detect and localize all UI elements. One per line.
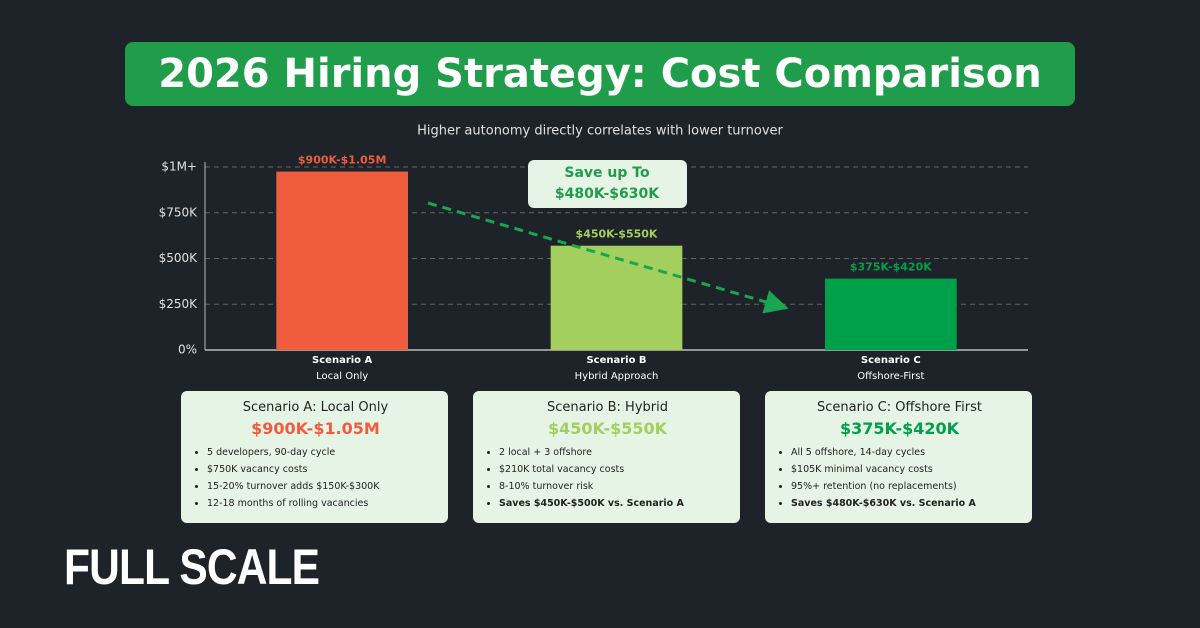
card-price: $375K-$420K	[839, 419, 960, 438]
scenario-card: Scenario A: Local Only $900K-$1.05M 5 deve…	[181, 391, 448, 523]
card-bullet: 5 developers, 90-day cycle	[207, 444, 438, 461]
card-price: $900K-$1.05M	[251, 419, 380, 438]
card-bullet: 15-20% turnover adds $150K-$300K	[207, 478, 438, 495]
y-tick-label: $500K	[159, 251, 199, 265]
card-bullet: $750K vacancy costs	[207, 461, 438, 478]
card-title: Scenario A: Local Only	[242, 400, 389, 415]
x-tick-label: Scenario A	[312, 355, 372, 366]
value-label: $375K-$420K	[850, 261, 932, 274]
y-tick-label: 0%	[178, 343, 197, 357]
bar	[824, 278, 957, 350]
annotation-box	[528, 160, 687, 208]
card-bullet: 95%+ retention (no replacements)	[791, 478, 1022, 495]
card-title: Scenario C: Offshore First	[817, 400, 982, 415]
card-bullet: All 5 offshore, 14-day cycles	[791, 444, 1022, 461]
x-tick-note: Offshore-First	[857, 371, 924, 382]
scenario-card: Scenario B: Hybrid $450K-$550K 2 local + 3…	[473, 391, 740, 523]
x-tick-note: Local Only	[316, 371, 368, 382]
y-tick-label: $1M+	[161, 160, 197, 174]
y-tick-label: $250K	[159, 297, 199, 311]
bar	[276, 171, 409, 350]
card-bullets: 5 developers, 90-day cycle$750K vacancy …	[193, 444, 438, 512]
card-bullet: Saves $450K-$500K vs. Scenario A	[499, 495, 730, 512]
card-bullet: 8-10% turnover risk	[499, 478, 730, 495]
card-bullet: $105K minimal vacancy costs	[791, 461, 1022, 478]
trend-arrow	[427, 201, 789, 314]
plot: 0% $250K $500K $750K $1M+ Scenario A Local Onl…	[159, 154, 1028, 382]
chart-subtitle: Higher autonomy directly correlates with…	[417, 124, 783, 139]
card-bullet: Saves $480K-$630K vs. Scenario A	[791, 495, 1022, 512]
scenario-card: Scenario C: Offshore First $375K-$420K All…	[765, 391, 1032, 523]
bar	[550, 245, 683, 350]
y-tick-label: $750K	[159, 205, 199, 219]
card-bullets: 2 local + 3 offshore$210K total vacancy …	[485, 444, 730, 512]
card-bullets: All 5 offshore, 14-day cycles$105K minim…	[777, 444, 1022, 512]
x-tick-label: Scenario C	[861, 355, 921, 366]
logo: FULL SCALE	[64, 539, 320, 595]
x-tick-label: Scenario B	[586, 355, 646, 366]
x-tick-note: Hybrid Approach	[575, 371, 659, 382]
card-price: $450K-$550K	[547, 419, 668, 438]
annotation-line: $480K-$630K	[555, 186, 660, 202]
card-bullet: 12-18 months of rolling vacancies	[207, 495, 438, 512]
card-bullet: $210K total vacancy costs	[499, 461, 730, 478]
value-label: $450K-$550K	[576, 228, 658, 241]
title: 2026 Hiring Strategy: Cost Comparison	[125, 42, 1075, 106]
annotation-line: Save up To	[564, 165, 650, 181]
card-bullet: 2 local + 3 offshore	[499, 444, 730, 461]
value-label: $900K-$1.05M	[298, 154, 387, 167]
card-title: Scenario B: Hybrid	[546, 400, 668, 415]
